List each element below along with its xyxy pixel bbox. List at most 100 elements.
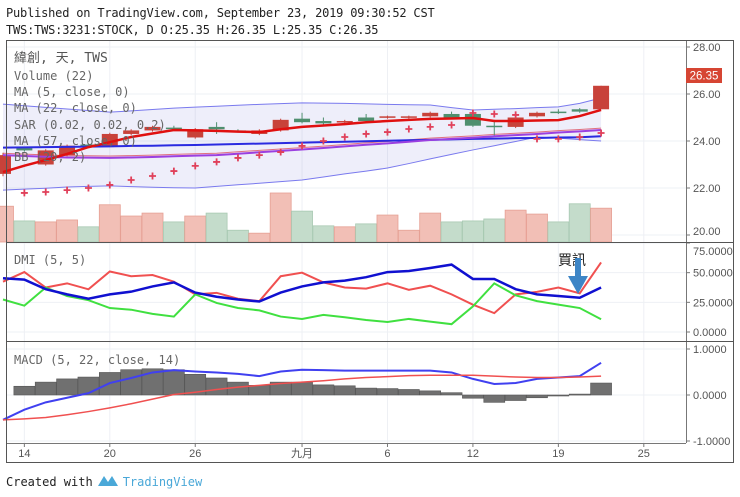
macd-histogram-bar bbox=[184, 373, 207, 396]
sar-point bbox=[127, 176, 135, 184]
macd-histogram-bar bbox=[462, 394, 484, 399]
legend-ma5: MA (5, close, 0) bbox=[14, 85, 130, 99]
bollinger-upper-line bbox=[2, 97, 602, 113]
candle-body bbox=[529, 112, 545, 117]
volume-bar bbox=[462, 220, 484, 243]
volume-bar bbox=[590, 207, 612, 243]
last-price-value: 26.35 bbox=[690, 71, 719, 83]
sar-point bbox=[319, 137, 327, 145]
legend-title: 緯創, 天, TWS bbox=[14, 51, 108, 66]
macd-histogram-bar bbox=[355, 387, 377, 396]
x-tick-label: 20 bbox=[104, 448, 116, 460]
y-tick-label: 0.0000 bbox=[693, 327, 727, 339]
candle-body bbox=[123, 130, 140, 134]
macd-histogram-bar bbox=[205, 377, 228, 396]
legend-dmi: DMI (5, 5) bbox=[14, 253, 86, 267]
price-pane[interactable] bbox=[0, 85, 612, 243]
candle-body bbox=[187, 129, 204, 138]
arrow-down-icon bbox=[568, 258, 588, 294]
macd-histogram-bar bbox=[56, 378, 78, 396]
macd-histogram-bar bbox=[504, 394, 527, 401]
x-tick-label: 九月 bbox=[291, 447, 313, 460]
y-tick-label: 24.00 bbox=[693, 136, 721, 148]
adx-line bbox=[2, 263, 602, 303]
ma5-line bbox=[2, 108, 602, 174]
volume-bar bbox=[333, 226, 356, 243]
tradingview-logo-icon[interactable] bbox=[97, 473, 119, 490]
sar-point bbox=[490, 110, 498, 118]
chart-frame bbox=[6, 40, 734, 463]
volume-bar bbox=[483, 218, 506, 243]
volume-bar bbox=[269, 192, 292, 243]
macd-histogram-bar bbox=[590, 382, 612, 396]
legend-ma22: MA (22, close, 0) bbox=[14, 101, 137, 115]
candle-body bbox=[0, 155, 11, 174]
buy-signal-annotation[interactable]: 買訊 bbox=[558, 253, 588, 294]
macd-histogram-bar bbox=[163, 369, 185, 396]
volume-bar bbox=[184, 215, 207, 243]
volume-bar bbox=[312, 225, 335, 243]
volume-bar bbox=[440, 221, 463, 243]
y-tick-label: 28.00 bbox=[693, 42, 721, 54]
volume-bar bbox=[162, 221, 185, 243]
legend-macd: MACD (5, 22, close, 14) bbox=[14, 353, 180, 367]
candle-body bbox=[315, 121, 332, 124]
volume-bar bbox=[547, 221, 570, 243]
macd-pane[interactable] bbox=[2, 361, 612, 421]
sar-point bbox=[20, 189, 28, 197]
legend-ma57: MA (57, close, 0) bbox=[14, 134, 137, 148]
macd-histogram-bar bbox=[419, 390, 442, 396]
volume-bar bbox=[34, 221, 57, 243]
sar-point bbox=[341, 133, 349, 141]
candle-body bbox=[101, 133, 118, 146]
tradingview-brand[interactable]: TradingView bbox=[122, 474, 203, 489]
footer: Created with TradingView bbox=[6, 473, 202, 490]
macd-histogram-bar bbox=[440, 392, 463, 396]
volume-bar bbox=[376, 214, 399, 243]
macd-histogram-bar bbox=[34, 381, 57, 396]
candle-body bbox=[59, 145, 76, 156]
volume-bar bbox=[77, 226, 100, 243]
y-tick-label: 25.0000 bbox=[693, 297, 733, 309]
candle-body bbox=[336, 121, 353, 123]
x-tick-label: 26 bbox=[189, 448, 201, 460]
legend-volume: Volume (22) bbox=[14, 69, 93, 83]
candle-body bbox=[443, 113, 460, 118]
legend-bb: BB (20, 2) bbox=[14, 150, 86, 164]
macd-histogram-bar bbox=[248, 385, 271, 396]
volume-bar bbox=[205, 212, 228, 243]
volume-bar bbox=[291, 210, 313, 243]
macd-histogram-bar bbox=[291, 381, 313, 396]
sar-point bbox=[554, 135, 562, 143]
sar-point bbox=[576, 133, 584, 141]
dmi-pane[interactable] bbox=[2, 261, 602, 326]
sar-point bbox=[277, 148, 285, 156]
y-tick-label: 26.00 bbox=[693, 89, 721, 101]
sar-point bbox=[42, 188, 50, 196]
candle-body bbox=[550, 111, 567, 114]
volume-bar bbox=[526, 213, 548, 243]
buy-signal-label: 買訊 bbox=[558, 253, 586, 269]
volume-bar bbox=[141, 212, 164, 243]
last-price-badge: 26.35 bbox=[686, 68, 722, 83]
minus-di-line bbox=[2, 282, 602, 326]
candle-body bbox=[144, 126, 161, 131]
volume-bar bbox=[56, 219, 78, 243]
legend: 緯創, 天, TWS Volume (22) MA (5, close, 0) … bbox=[14, 51, 180, 367]
macd-line bbox=[2, 361, 602, 421]
sar-point bbox=[149, 172, 157, 180]
sar-point bbox=[106, 181, 114, 189]
axes: 14 20 26 九月 6 12 19 25 28.00 26.00 24.00 22.00 20.00… bbox=[7, 41, 733, 460]
candle-body bbox=[294, 118, 311, 123]
candle-body bbox=[379, 116, 396, 118]
x-tick-label: 12 bbox=[467, 448, 479, 460]
macd-histogram-bar bbox=[312, 384, 335, 396]
y-tick-label: 1.0000 bbox=[693, 344, 727, 356]
macd-histogram-bar bbox=[547, 394, 570, 397]
sar-point bbox=[426, 123, 434, 131]
x-tick-label: 19 bbox=[552, 448, 564, 460]
volume-bar bbox=[419, 212, 442, 243]
volume-bar bbox=[397, 229, 420, 243]
volume-bar bbox=[504, 209, 527, 243]
